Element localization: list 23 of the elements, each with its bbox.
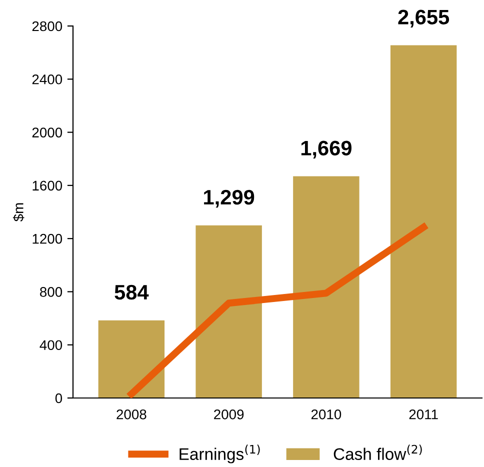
y-tick-label: 2000 — [32, 128, 62, 138]
y-tick-label: 800 — [40, 287, 62, 297]
y-axis-title: $m — [12, 203, 24, 222]
data-label: 2,655 — [398, 10, 450, 28]
bar — [196, 225, 262, 398]
bar — [293, 176, 360, 398]
y-tick-label: 2800 — [32, 21, 62, 32]
x-tick-label: 2010 — [311, 409, 342, 420]
legend-label: Cash flow$^{(2)}$ — [334, 444, 422, 460]
x-tick-label: 2009 — [214, 409, 244, 420]
y-tick-label: 1600 — [32, 180, 62, 191]
x-tick-label: 2011 — [409, 409, 438, 420]
x-tick-label: 2008 — [116, 409, 146, 420]
y-tick-label: 1200 — [32, 234, 62, 244]
y-tick-label: 0 — [55, 393, 62, 404]
data-label: 584 — [114, 284, 149, 300]
data-label: 1,669 — [301, 140, 352, 158]
bar — [390, 45, 457, 398]
data-label: 1,299 — [204, 190, 254, 208]
y-tick-label: 400 — [40, 340, 62, 350]
bar — [98, 320, 165, 398]
legend-label: Earnings$^{(1)}$ — [180, 444, 260, 464]
y-tick-label: 2400 — [32, 74, 62, 84]
